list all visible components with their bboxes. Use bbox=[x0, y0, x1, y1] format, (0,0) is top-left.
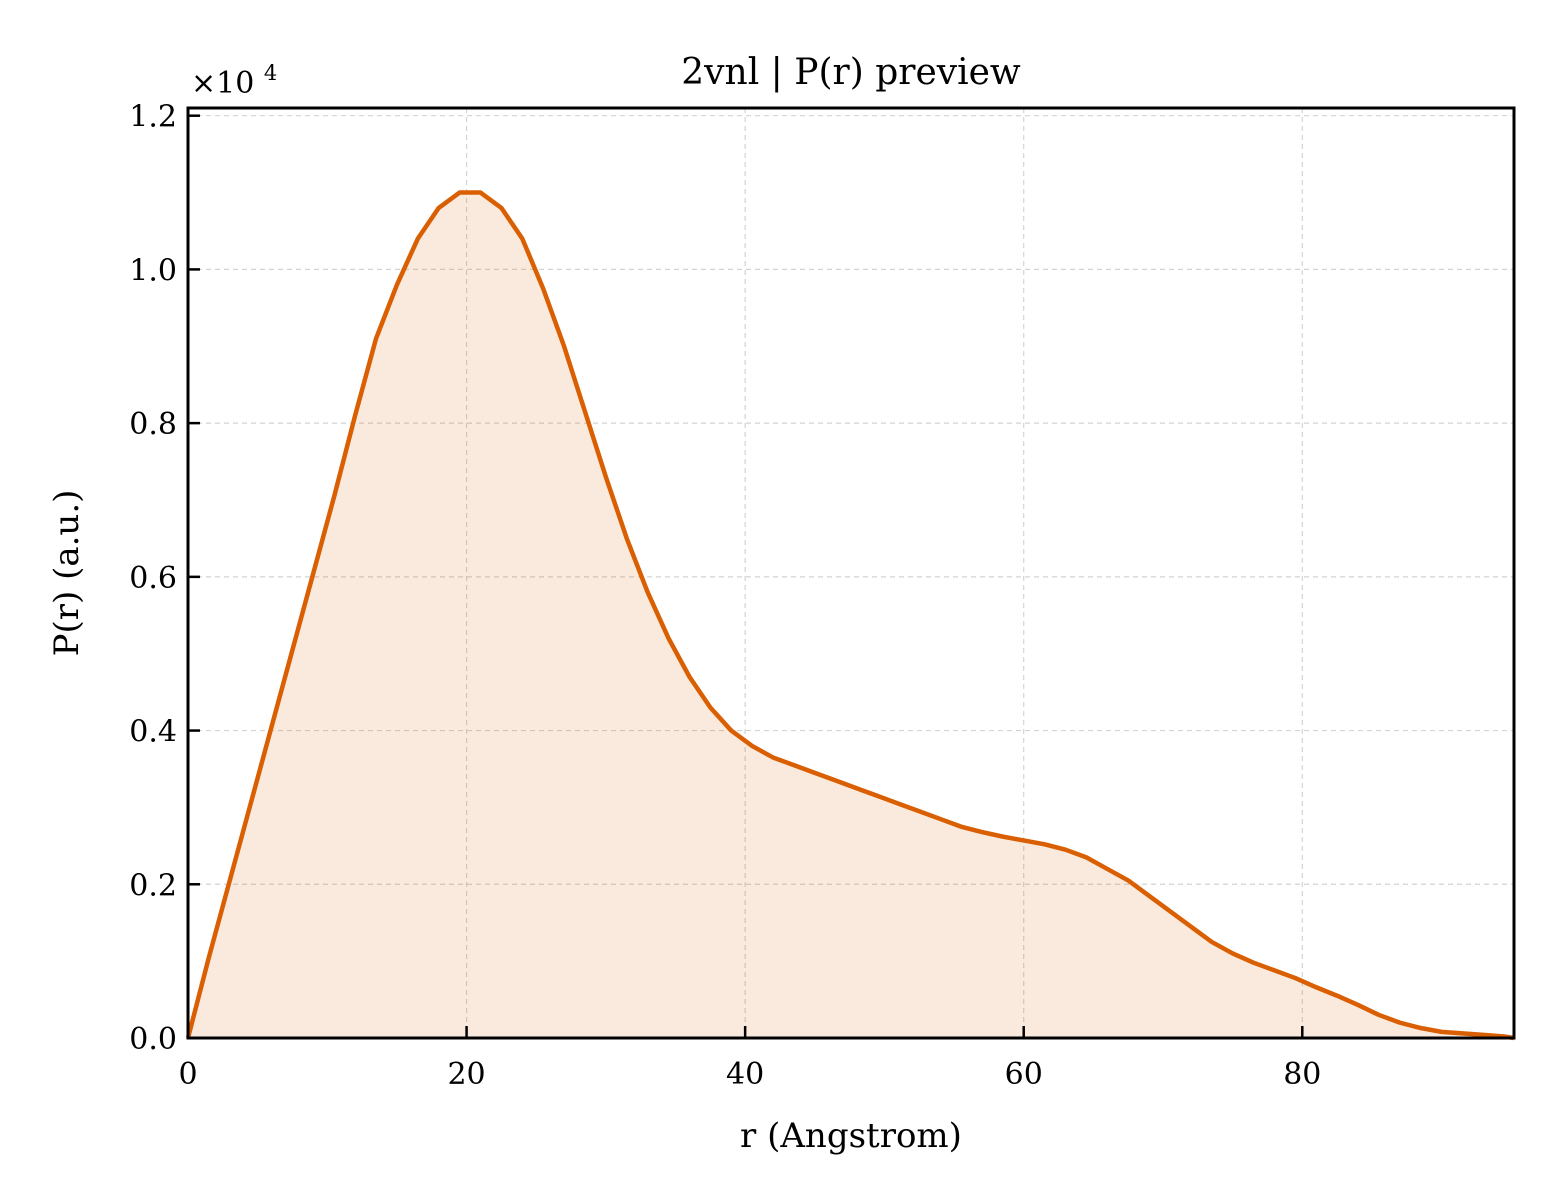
x-tick-label: 60 bbox=[1005, 1057, 1043, 1092]
x-tick-label: 20 bbox=[447, 1057, 485, 1092]
y-offset-base: ×10 bbox=[191, 66, 254, 101]
x-tick-label: 0 bbox=[178, 1057, 197, 1092]
grid bbox=[188, 108, 1514, 1038]
series-line bbox=[185, 190, 1515, 1041]
chart-title: 2vnl | P(r) preview bbox=[681, 52, 1021, 93]
plot-frame bbox=[186, 106, 1516, 1040]
x-tick-label: 80 bbox=[1283, 1057, 1321, 1092]
series-area-fill bbox=[188, 192, 1514, 1039]
y-offset-exponent: 4 bbox=[264, 61, 277, 85]
y-tick-label: 0.2 bbox=[129, 868, 177, 903]
y-offset-label: ×10 4 bbox=[191, 61, 277, 101]
x-tick-label: 40 bbox=[726, 1057, 764, 1092]
y-tick-label: 0.0 bbox=[129, 1022, 177, 1057]
x-axis-label: r (Angstrom) bbox=[740, 1116, 962, 1156]
y-tick-label: 1.0 bbox=[129, 253, 177, 288]
tick-labels: 0 20 40 60 80 0.0 0.2 0.4 0.6 0.8 1.0 1.2 bbox=[129, 100, 1321, 1092]
y-tick-label: 0.4 bbox=[129, 715, 177, 750]
y-tick-label: 1.2 bbox=[129, 100, 177, 135]
y-tick-label: 0.8 bbox=[129, 407, 177, 442]
y-axis-label: P(r) (a.u.) bbox=[47, 490, 87, 657]
y-tick-label: 0.6 bbox=[129, 561, 177, 596]
data-layer bbox=[185, 190, 1515, 1041]
